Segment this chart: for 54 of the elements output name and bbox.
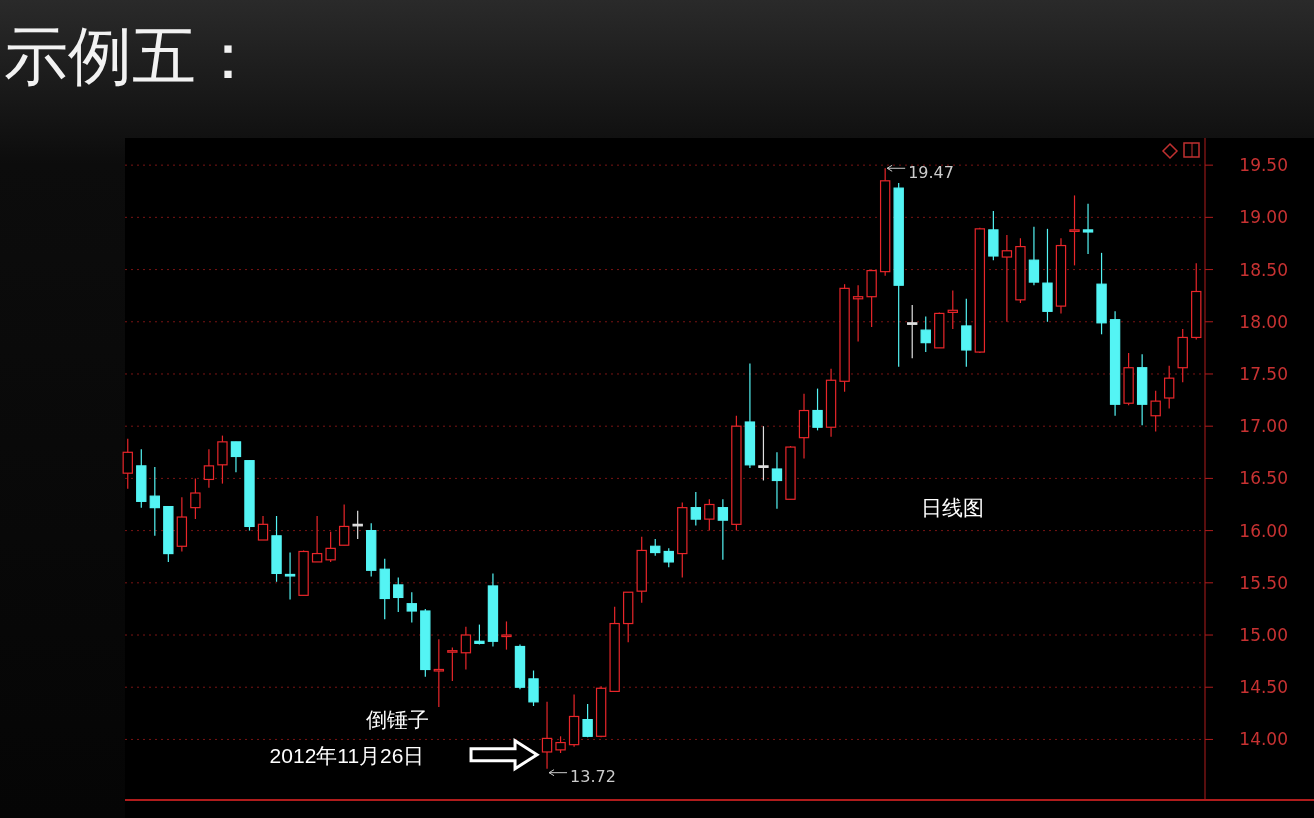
candlestick [1069,194,1080,266]
candlestick [1082,203,1094,255]
y-tick-label: 19.50 [1239,155,1288,176]
candlestick [947,289,958,330]
y-tick-label: 15.00 [1239,624,1288,645]
candlestick [217,434,228,485]
candlestick [284,551,296,601]
candlestick [257,515,269,541]
candlestick [230,441,242,473]
candlestick [1028,226,1040,286]
y-tick-label: 16.00 [1239,520,1288,541]
y-tick-label: 15.50 [1239,572,1288,593]
candlestick [812,388,823,431]
candlestick [704,498,715,532]
chart-title: 示例五： [4,19,260,93]
candlestick [582,703,593,738]
candlestick [406,591,417,624]
candlestick [1001,234,1013,323]
candlestick [771,451,783,510]
candlestick [501,620,512,651]
candlestick [717,498,729,561]
candlestick [393,576,404,613]
candlestick [203,448,215,489]
candlestick [311,515,323,563]
y-tick-label: 17.00 [1239,416,1288,437]
candlestick [690,491,702,526]
y-tick-label: 18.50 [1239,259,1288,280]
y-tick-label: 18.00 [1239,311,1288,332]
candlestick [852,284,864,343]
candlestick [325,531,336,563]
annotation: 倒锤子 [365,708,429,731]
y-tick-label: 14.00 [1239,729,1288,750]
candlestick [663,547,674,568]
candlestick [1163,365,1175,410]
candlestick [433,638,445,708]
y-tick-label: 19.00 [1239,207,1288,228]
candlestick [460,626,472,671]
candlestick [541,701,553,770]
y-tick-label: 16.50 [1239,468,1288,489]
candlestick [528,669,539,707]
y-tick-label: 14.50 [1239,677,1288,698]
candlestick [338,503,350,546]
annotation: 日线图 [920,496,984,519]
annotation: 13.72 [570,767,616,787]
candlestick [1150,390,1161,433]
candlestick [758,425,769,482]
candlestick [447,646,458,682]
annotation: 19.47 [908,162,954,182]
annotation: 2012年11月26日 [269,744,425,767]
y-tick-label: 17.50 [1239,363,1288,384]
candlestick [920,315,931,353]
candlestick [907,304,918,359]
candlestick [190,477,201,520]
candlestick [149,466,161,537]
